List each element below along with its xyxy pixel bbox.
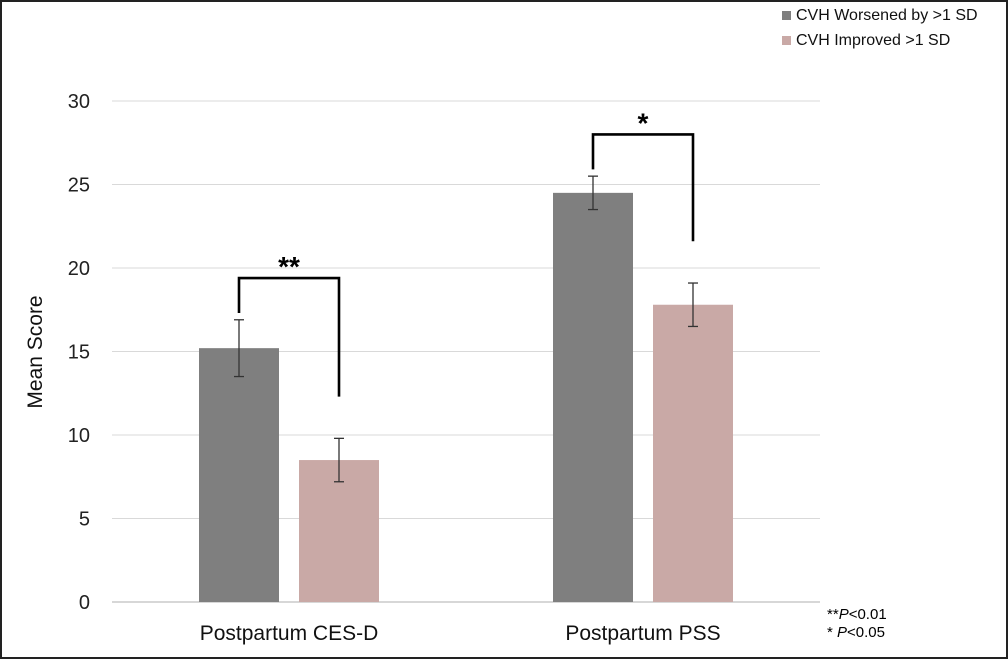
significance-footnote: * P<0.05 bbox=[827, 624, 885, 641]
y-tick-label: 20 bbox=[68, 258, 90, 280]
significance-bracket bbox=[237, 276, 341, 397]
y-tick-label: 0 bbox=[79, 592, 90, 614]
annotation-layer: *** bbox=[237, 107, 695, 397]
bar bbox=[199, 348, 279, 602]
x-category-label: Postpartum CES-D bbox=[200, 622, 379, 645]
footnotes: **P<0.01* P<0.05 bbox=[827, 606, 887, 641]
x-category-label: Postpartum PSS bbox=[565, 622, 720, 645]
bar bbox=[553, 192, 633, 602]
bar bbox=[299, 460, 379, 602]
legend-label: CVH Worsened by >1 SD bbox=[796, 7, 978, 24]
y-tick-label: 30 bbox=[68, 91, 90, 113]
significance-footnote: **P<0.01 bbox=[827, 606, 887, 623]
y-tick-label: 25 bbox=[68, 175, 90, 197]
legend-label: CVH Improved >1 SD bbox=[796, 32, 950, 49]
label-layer: 0 5 10 15 20 25 30 Postpartum CES-D Postpartum P… bbox=[68, 91, 721, 645]
footnote-threshold: <0.01 bbox=[849, 606, 887, 623]
footnote-prefix: * bbox=[827, 624, 837, 641]
significance-stars: ** bbox=[278, 251, 300, 282]
legend-swatch bbox=[782, 36, 791, 45]
footnote-p: P bbox=[837, 624, 847, 641]
y-axis-title: Mean Score bbox=[24, 295, 47, 408]
bar bbox=[653, 304, 733, 602]
footnote-prefix: ** bbox=[827, 606, 839, 623]
bar-layer bbox=[199, 175, 733, 602]
footnote-threshold: <0.05 bbox=[847, 624, 885, 641]
footnote-p: P bbox=[839, 606, 849, 623]
y-tick-label: 5 bbox=[79, 509, 90, 531]
significance-bracket bbox=[591, 133, 695, 242]
y-tick-label: 15 bbox=[68, 342, 90, 364]
legend-swatch bbox=[782, 11, 791, 20]
legend: CVH Worsened by >1 SD CVH Improved >1 SD bbox=[782, 7, 978, 49]
y-tick-label: 10 bbox=[68, 425, 90, 447]
significance-stars: * bbox=[638, 107, 649, 138]
